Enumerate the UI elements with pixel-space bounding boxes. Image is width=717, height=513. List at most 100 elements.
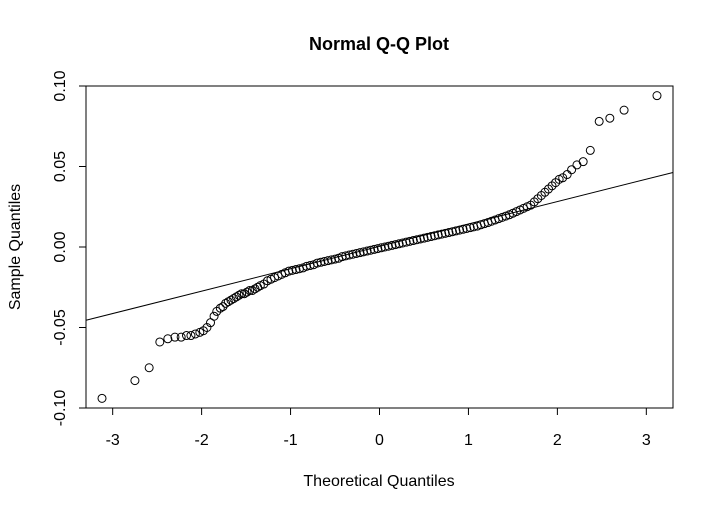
data-point bbox=[312, 258, 322, 268]
x-tick-label: 2 bbox=[553, 432, 562, 449]
x-tick-label: -2 bbox=[195, 432, 209, 449]
data-point bbox=[652, 91, 662, 101]
data-point bbox=[433, 230, 443, 240]
data-point bbox=[287, 265, 297, 275]
data-point bbox=[437, 229, 447, 239]
data-point bbox=[387, 240, 397, 250]
data-point bbox=[558, 173, 568, 183]
data-point bbox=[398, 238, 408, 248]
data-point bbox=[415, 234, 425, 244]
qq-reference-line bbox=[85, 171, 674, 321]
data-point bbox=[376, 243, 386, 253]
x-tick-label: 1 bbox=[464, 432, 473, 449]
data-point bbox=[572, 160, 582, 170]
data-point bbox=[355, 248, 365, 258]
chart-title: Normal Q-Q Plot bbox=[309, 34, 449, 54]
data-point bbox=[182, 331, 192, 341]
data-point bbox=[326, 255, 336, 265]
y-tick-label: 0.05 bbox=[52, 151, 69, 182]
x-axis-label: Theoretical Quantiles bbox=[303, 473, 454, 490]
data-point bbox=[408, 236, 418, 246]
data-point bbox=[221, 298, 231, 308]
data-point bbox=[391, 240, 401, 250]
data-point bbox=[383, 241, 393, 251]
data-point bbox=[316, 257, 326, 267]
data-point bbox=[430, 231, 440, 241]
data-point bbox=[605, 113, 615, 123]
y-tick-label: 0.00 bbox=[52, 231, 69, 262]
y-axis-label: Sample Quantiles bbox=[7, 184, 24, 310]
data-point bbox=[231, 292, 241, 302]
data-point bbox=[239, 289, 249, 299]
data-point bbox=[358, 247, 368, 257]
data-point bbox=[562, 170, 572, 180]
plot-frame bbox=[85, 85, 674, 409]
data-point bbox=[444, 228, 454, 238]
data-point bbox=[319, 256, 329, 266]
data-point bbox=[585, 145, 595, 155]
data-point bbox=[440, 228, 450, 238]
data-point bbox=[247, 285, 257, 295]
y-axis: -0.10 -0.05 0.00 0.05 0.10 bbox=[52, 70, 87, 427]
data-point bbox=[284, 266, 294, 276]
data-point bbox=[426, 232, 436, 242]
data-point bbox=[373, 244, 383, 254]
data-point bbox=[323, 256, 333, 266]
data-point bbox=[163, 334, 173, 344]
plot-area bbox=[85, 91, 674, 403]
data-point bbox=[567, 165, 577, 175]
data-point bbox=[362, 246, 372, 256]
data-point bbox=[190, 329, 200, 339]
x-tick-label: -3 bbox=[106, 432, 120, 449]
data-point bbox=[144, 363, 154, 373]
data-point bbox=[366, 245, 376, 255]
data-point bbox=[451, 226, 461, 236]
data-point bbox=[226, 295, 236, 305]
data-point bbox=[465, 223, 475, 233]
data-point bbox=[394, 239, 404, 249]
data-point bbox=[170, 332, 180, 342]
data-point bbox=[218, 302, 228, 312]
data-point bbox=[245, 285, 255, 295]
data-point bbox=[186, 331, 196, 341]
data-point bbox=[97, 393, 107, 403]
data-point bbox=[401, 237, 411, 247]
data-point bbox=[419, 233, 429, 243]
data-point bbox=[423, 232, 433, 242]
data-point bbox=[302, 261, 312, 271]
data-point bbox=[412, 235, 422, 245]
data-point bbox=[462, 223, 472, 233]
data-point bbox=[155, 337, 165, 347]
data-point bbox=[209, 311, 219, 321]
data-point bbox=[369, 244, 379, 254]
y-tick-label: -0.10 bbox=[52, 390, 69, 427]
data-point bbox=[130, 376, 140, 386]
data-point bbox=[176, 332, 186, 342]
data-point bbox=[291, 265, 301, 275]
x-tick-label: 3 bbox=[642, 432, 651, 449]
data-point bbox=[250, 284, 260, 294]
data-point bbox=[234, 290, 244, 300]
x-tick-label: -1 bbox=[283, 432, 297, 449]
data-point bbox=[594, 116, 604, 126]
data-point bbox=[458, 224, 468, 234]
data-point bbox=[405, 236, 415, 246]
data-point bbox=[229, 294, 239, 304]
data-point bbox=[447, 227, 457, 237]
data-point bbox=[337, 252, 347, 262]
data-point bbox=[455, 225, 465, 235]
data-point bbox=[619, 105, 629, 115]
data-point bbox=[351, 248, 361, 258]
y-tick-label: -0.05 bbox=[52, 309, 69, 346]
x-tick-label: 0 bbox=[375, 432, 384, 449]
data-point bbox=[578, 157, 588, 167]
data-point bbox=[341, 251, 351, 261]
data-point bbox=[215, 303, 225, 313]
x-axis: -3 -2 -1 0 1 2 3 bbox=[106, 407, 651, 449]
data-point bbox=[223, 297, 233, 307]
data-point bbox=[237, 289, 247, 299]
data-point bbox=[242, 287, 252, 297]
data-point bbox=[380, 242, 390, 252]
data-point bbox=[348, 249, 358, 259]
